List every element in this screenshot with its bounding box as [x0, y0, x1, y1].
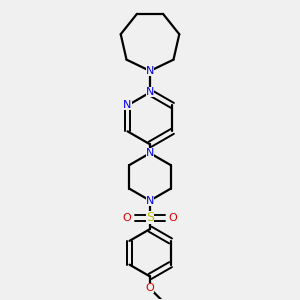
Text: N: N: [146, 196, 154, 206]
Text: N: N: [146, 88, 154, 98]
Text: O: O: [146, 284, 154, 293]
Text: O: O: [169, 213, 178, 223]
Text: N: N: [123, 100, 132, 110]
Text: S: S: [146, 212, 154, 224]
Text: N: N: [146, 66, 154, 76]
Text: O: O: [122, 213, 131, 223]
Text: N: N: [146, 148, 154, 158]
